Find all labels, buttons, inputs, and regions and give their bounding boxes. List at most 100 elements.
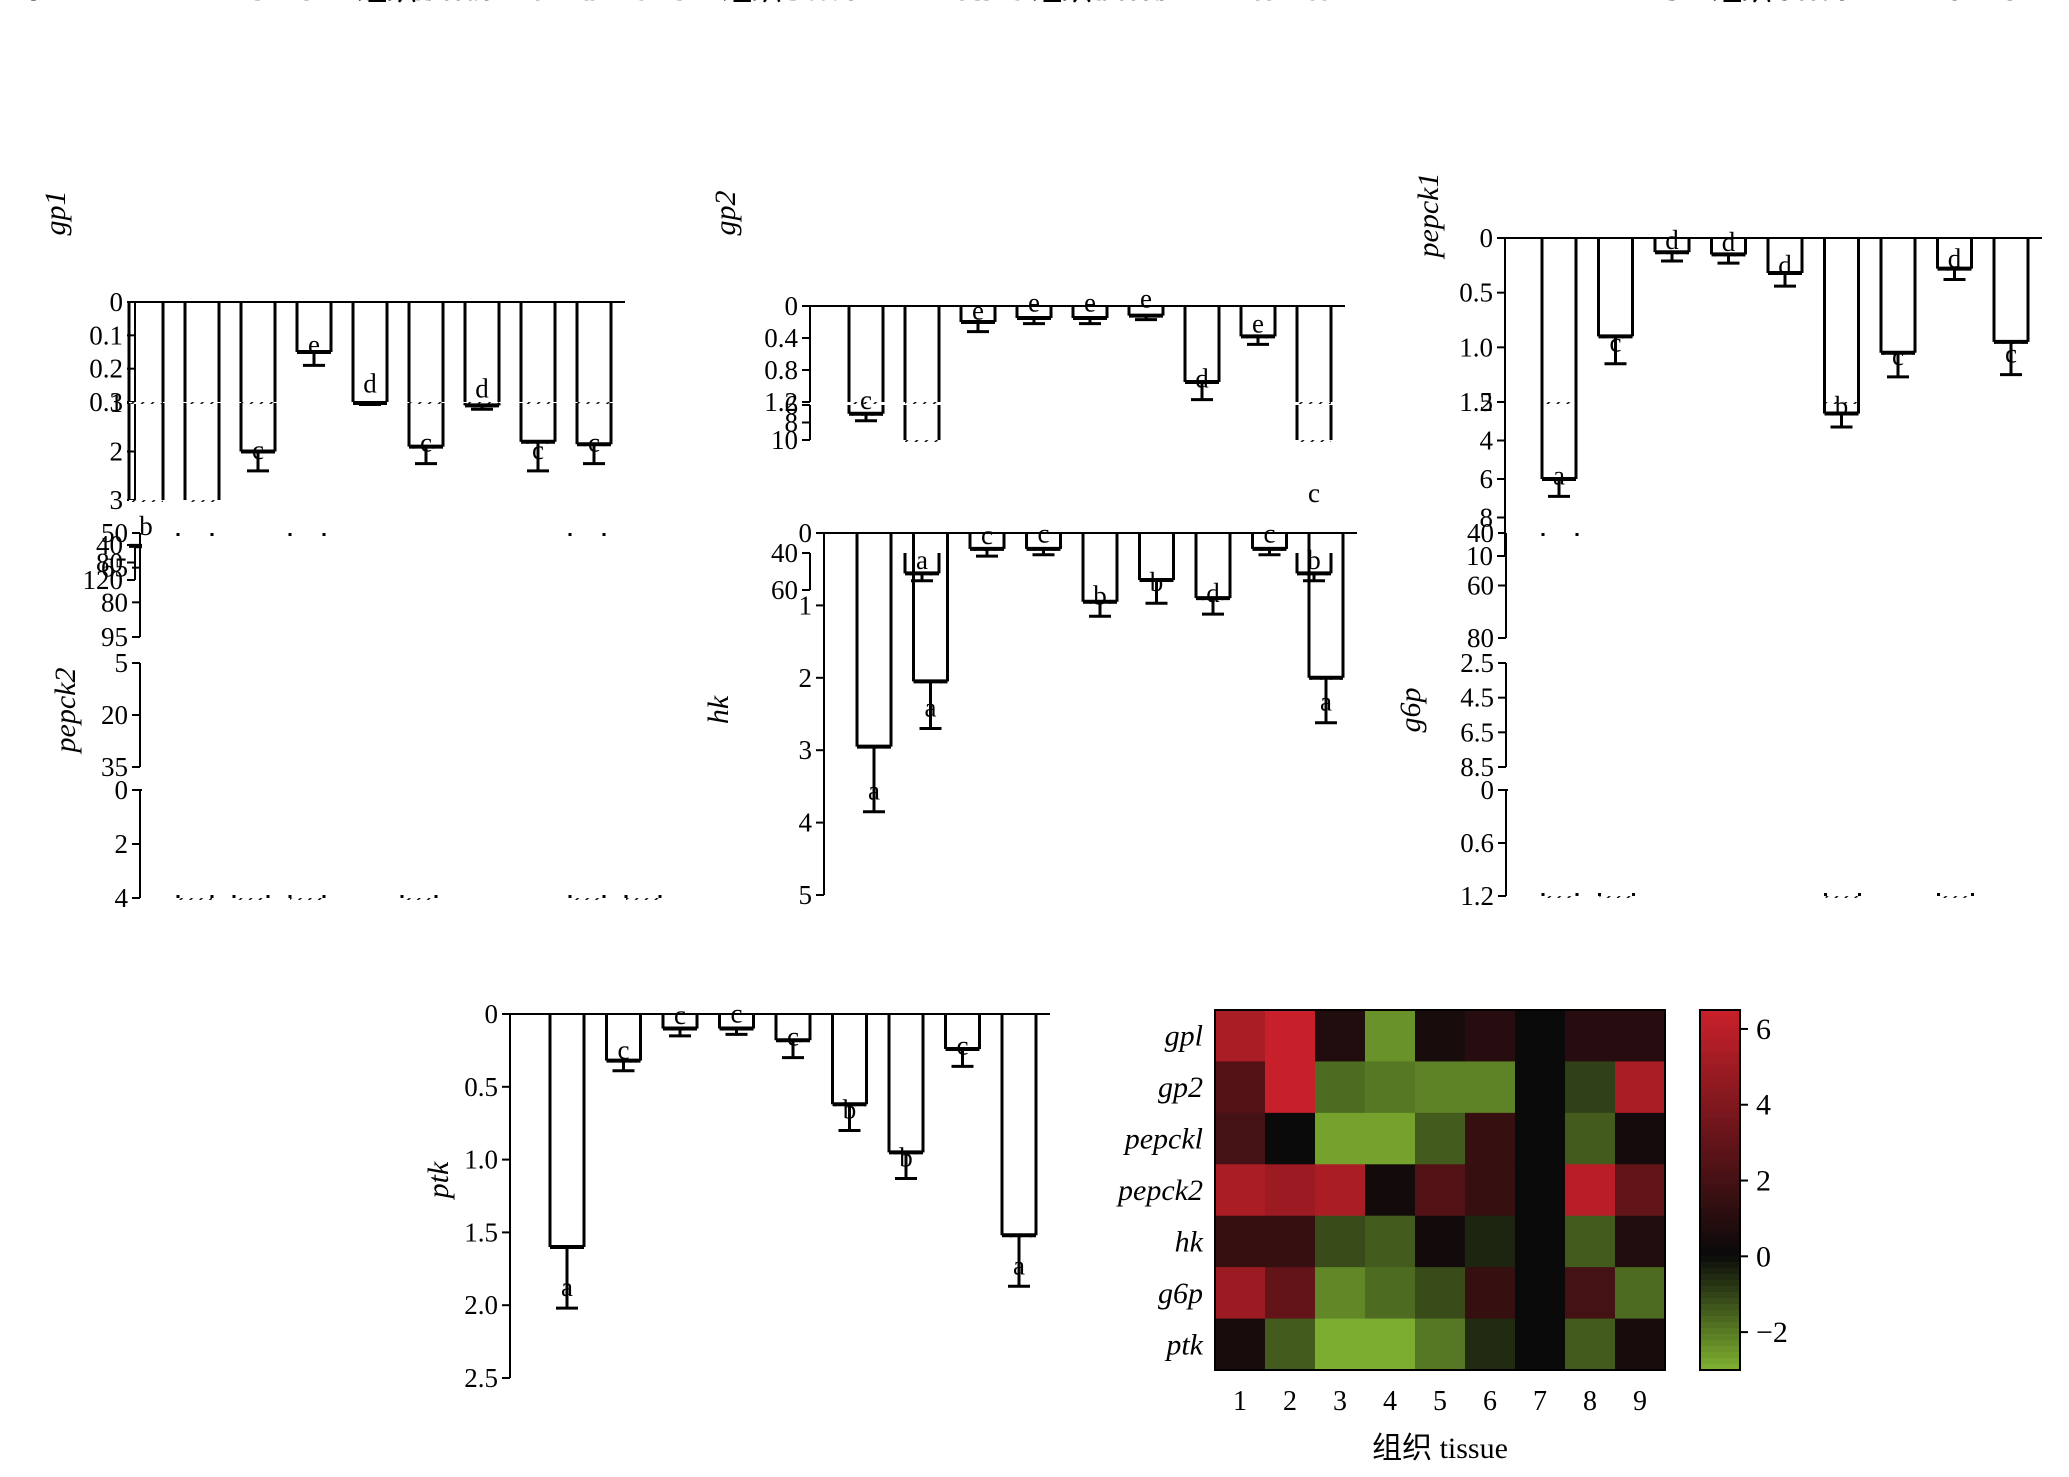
stat-sd: ±SD [10,0,63,7]
x-tick-label: 7 [475,0,489,7]
colorbar-band [1700,1286,1740,1293]
x-tick-label: 6 [1150,0,1164,7]
y-tick-label: 4 [115,883,129,913]
panel-gp2: 00.40.81.268104060c1a2e3e4e5e6d7e8b9cgp2… [0,0,1345,605]
colorbar-band [1700,1166,1740,1173]
x-tick-label: 3 [971,0,985,7]
x-tick-label: 7 [1195,0,1209,7]
heatmap-cell [1365,1318,1416,1371]
heatmap-cell [1215,1318,1266,1371]
bar-pepck2-1 [178,898,212,900]
colorbar-band [1700,1172,1740,1179]
heatmap-cell [1365,1112,1416,1165]
bar-g6p-2 [1599,896,1634,898]
colorbar-band [1700,1118,1740,1125]
bar-pepck1-1 [1542,402,1576,404]
significance-letter: c [957,1030,969,1060]
heatmap-cell [1265,1010,1316,1062]
heatmap-row-label: gp2 [1158,1071,1203,1104]
heatmap-cell [1615,1215,1666,1268]
x-tick-label: 2 [924,0,938,7]
colorbar-band [1700,1190,1740,1197]
x-tick-label: 2 [195,0,209,7]
significance-letter: a [1320,687,1332,717]
bar-g6p-6 [1825,896,1860,898]
x-axis-label: 组织 tissue [357,0,493,7]
colorbar-band [1700,1010,1740,1017]
colorbar-band [1700,1064,1740,1071]
bar-pepck2-2 [234,898,268,900]
heatmap-cell [1415,1061,1466,1114]
y-tick-label: 5 [115,648,129,678]
panel-heatmap: gpl gp2 pepckl pepck2 hk g6p ptk 1 2 3 4 5 6 7 8 9 组织 ti… [1116,1009,1788,1465]
significance-letter: c [731,998,743,1028]
y-tick-label: 1.2 [1460,881,1494,911]
heatmap-col-label: 1 [1233,1386,1247,1417]
bar-pepck2-3 [290,898,324,900]
significance-letter: d [1195,364,1209,394]
significance-letter: c [981,520,993,550]
y-tick-label: 0.5 [1459,278,1493,308]
y-tick-label: 1 [799,590,813,620]
significance-letter: c [860,385,872,415]
colorbar-band [1700,1346,1740,1353]
significance-letter: c [532,435,544,465]
significance-letter: b [899,1143,913,1173]
x-tick-label: 3 [980,0,994,7]
x-tick-label: 8 [580,0,594,7]
y-tick-label: 6 [785,390,799,420]
x-tick-label: 5 [1778,0,1792,7]
bar-pepck1-6 [1824,402,1859,404]
heatmap-cell [1265,1267,1316,1320]
y-tick-label: 40 [96,530,123,560]
colorbar-band [1700,1184,1740,1191]
y-tick-label: 1.5 [464,1217,498,1247]
stat-mean: x [0,0,10,7]
significance-letter: e [1252,308,1264,338]
stat-sd: ±SD [10,0,63,7]
colorbar-band [1700,1052,1740,1059]
stat-sd: ±SD [10,0,63,7]
heatmap-cell [1315,1061,1366,1114]
colorbar-band [1700,1316,1740,1323]
significance-letter: b [1150,567,1164,597]
colorbar-band [1700,1328,1740,1335]
heatmap-cell [1515,1318,1566,1371]
x-tick-label: 7 [1891,0,1905,7]
y-tick-label: 2.5 [464,1363,498,1393]
y-tick-label: 2.0 [464,1290,498,1320]
x-tick-label: 8 [1251,0,1265,7]
x-tick-label: 7 [1206,0,1220,7]
extra-letter: c [1308,478,1320,508]
stat-mean: x [0,0,10,7]
heatmap-cell [1615,1061,1666,1114]
y-tick-label: 0.4 [764,323,798,353]
significance-letter: a [561,1272,573,1302]
y-tick-label: 8 [785,408,799,438]
colorbar-band [1700,1202,1740,1209]
x-tick-label: 9 [1012,0,1026,7]
colorbar-tick-label: 6 [1756,1013,1771,1046]
heatmap-cell [1315,1010,1366,1062]
significance-letter: c [1892,341,1904,371]
significance-letter: b [1835,391,1849,421]
heatmap-cell [1565,1010,1616,1062]
stat-sd: ±SD [10,0,63,7]
y-axis-label: pepck2 [49,668,82,755]
colorbar-band [1700,1256,1740,1263]
heatmap-cell [1315,1112,1366,1165]
heatmap-row-label: pepck2 [1116,1174,1203,1207]
x-tick-label: 6 [1139,0,1153,7]
x-tick-label: 7 [899,0,913,7]
significance-letter: c [420,428,432,458]
heatmap-col-label: 4 [1383,1386,1397,1417]
heatmap-cell [1515,1215,1566,1268]
bar-gp1-1 [129,402,163,404]
significance-letter: d [475,373,489,403]
colorbar-band [1700,1310,1740,1317]
y-tick-label: 3 [110,485,124,515]
y-tick-label: 0.3 [89,387,123,417]
y-axis-label: g6p [1394,688,1427,733]
x-tick-label: 4 [307,0,321,7]
heatmap-cell [1215,1215,1266,1268]
